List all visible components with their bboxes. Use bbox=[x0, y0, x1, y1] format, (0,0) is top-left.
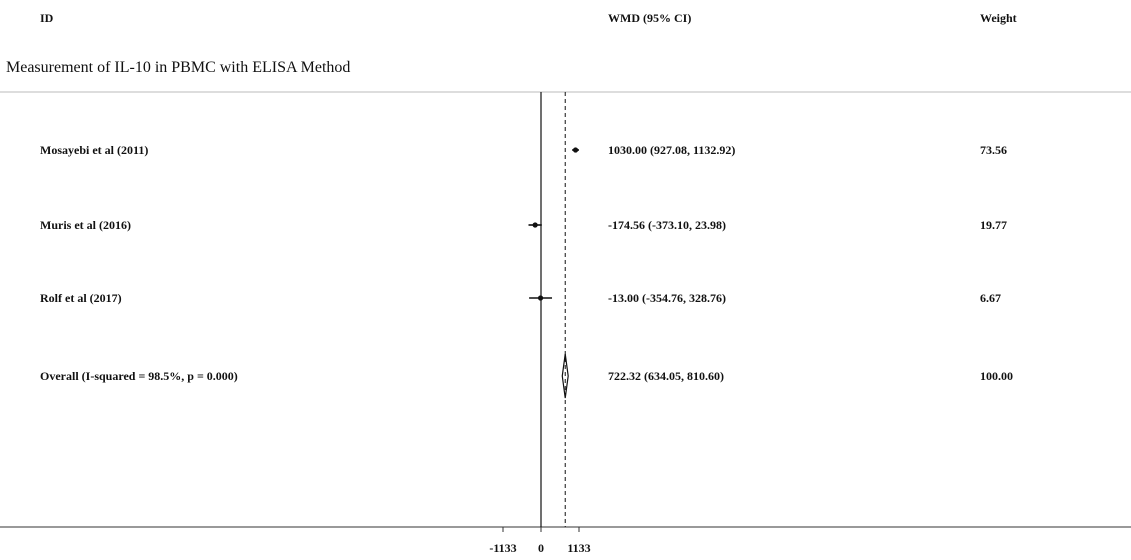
study-label: Mosayebi et al (2011) bbox=[40, 143, 149, 157]
overall-weight-label: 100.00 bbox=[980, 369, 1013, 383]
study-weight-label: 19.77 bbox=[980, 218, 1007, 232]
study-effect-label: -13.00 (-354.76, 328.76) bbox=[608, 291, 726, 305]
study-point bbox=[537, 295, 544, 301]
study-weight-label: 73.56 bbox=[980, 143, 1007, 157]
overall-label: Overall (I-squared = 98.5%, p = 0.000) bbox=[40, 369, 238, 383]
overall-diamond bbox=[561, 353, 569, 399]
study-weight-label: 6.67 bbox=[980, 291, 1001, 305]
study-label: Rolf et al (2017) bbox=[40, 291, 122, 305]
id-column-header: ID bbox=[40, 11, 54, 25]
study-point bbox=[532, 222, 538, 228]
x-tick-label: 0 bbox=[538, 541, 544, 555]
study-label: Muris et al (2016) bbox=[40, 218, 131, 232]
subgroup-title: Measurement of IL-10 in PBMC with ELISA … bbox=[6, 59, 351, 76]
x-tick-label: -1133 bbox=[489, 541, 516, 555]
study-effect-label: 1030.00 (927.08, 1132.92) bbox=[608, 143, 736, 157]
weight-column-header: Weight bbox=[980, 11, 1017, 25]
overall-effect-label: 722.32 (634.05, 810.60) bbox=[608, 369, 724, 383]
effect-column-header: WMD (95% CI) bbox=[608, 11, 692, 25]
study-point bbox=[572, 147, 579, 153]
x-tick-label: 1133 bbox=[567, 541, 590, 555]
study-effect-label: -174.56 (-373.10, 23.98) bbox=[608, 218, 726, 232]
